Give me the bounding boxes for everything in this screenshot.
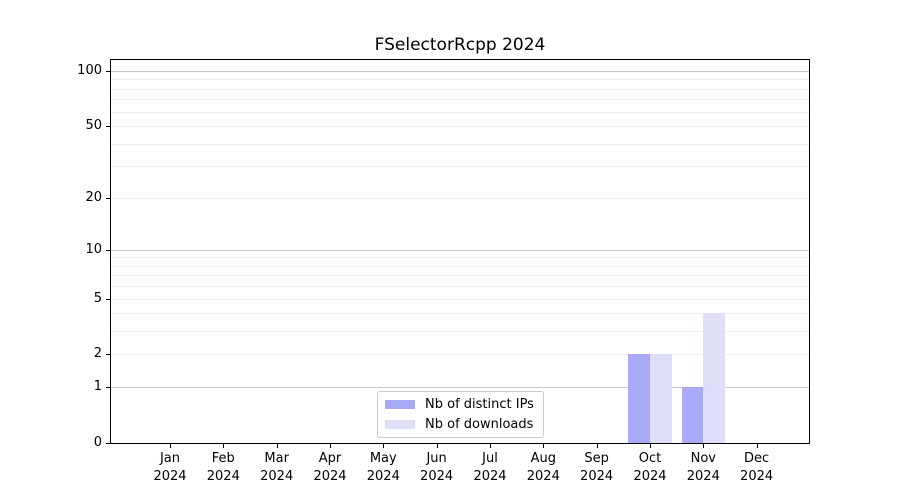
x-tick-label-oct: Oct 2024 [633, 451, 667, 484]
x-tick-label-jul: Jul 2024 [473, 451, 507, 484]
x-tick-label-sep: Sep 2024 [580, 451, 614, 484]
y-tick-label: 10 [85, 241, 102, 257]
y-tick-label: 50 [85, 117, 102, 133]
legend-swatch-distinct-ips-icon [385, 400, 415, 409]
chart-title: FSelectorRcpp 2024 [374, 35, 546, 55]
x-tick-mark [276, 444, 278, 448]
y-tick-mark [106, 387, 110, 389]
major-gridline [111, 249, 809, 251]
y-tick-label: 5 [93, 290, 102, 306]
legend: Nb of distinct IPs Nb of downloads [377, 391, 544, 438]
y-tick-label: 100 [77, 62, 102, 78]
x-tick-label-dec: Dec 2024 [740, 451, 774, 484]
y-tick-mark [106, 70, 110, 72]
x-tick-mark [596, 444, 598, 448]
x-tick-mark [650, 444, 651, 448]
x-tick-mark [383, 444, 385, 448]
y-tick-label: 0 [93, 435, 102, 450]
minor-gridline [111, 354, 809, 356]
y-tick-mark [106, 443, 110, 444]
x-tick-label-jan: Jan 2024 [153, 451, 187, 484]
minor-gridline [111, 99, 809, 101]
bar-distinct-ips-nov [681, 387, 704, 443]
plot-area: Nb of distinct IPs Nb of downloads [110, 59, 810, 444]
major-gridline [111, 70, 809, 72]
y-tick-label: 1 [93, 379, 102, 395]
x-tick-label-mar: Mar 2024 [260, 451, 294, 484]
x-tick-label-jun: Jun 2024 [420, 451, 454, 484]
legend-label-downloads: Nb of downloads [425, 417, 534, 432]
minor-gridline [111, 197, 809, 199]
bar-downloads-oct [650, 354, 672, 443]
x-tick-mark [436, 444, 438, 448]
y-tick-label: 20 [85, 189, 102, 205]
bar-downloads-nov [703, 313, 725, 443]
x-tick-mark [703, 444, 705, 448]
minor-gridline [111, 111, 809, 113]
minor-gridline [111, 275, 809, 277]
x-tick-mark [543, 444, 545, 448]
minor-gridline [111, 313, 809, 315]
y-tick-mark [106, 298, 110, 300]
legend-row-distinct-ips: Nb of distinct IPs [385, 396, 536, 413]
x-tick-mark [223, 444, 225, 448]
major-gridline [111, 387, 809, 389]
minor-gridline [111, 298, 809, 300]
x-tick-label-nov: Nov 2024 [686, 451, 720, 484]
minor-gridline [111, 79, 809, 81]
x-tick-label-feb: Feb 2024 [206, 451, 240, 484]
x-tick-mark [756, 444, 758, 448]
minor-gridline [111, 265, 809, 267]
minor-gridline [111, 143, 809, 145]
legend-label-distinct-ips: Nb of distinct IPs [425, 397, 534, 412]
x-tick-mark [490, 444, 491, 448]
minor-gridline [111, 286, 809, 288]
minor-gridline [111, 88, 809, 90]
x-tick-label-apr: Apr 2024 [313, 451, 347, 484]
y-tick-mark [106, 249, 110, 251]
y-tick-mark [106, 354, 110, 356]
bar-distinct-ips-oct [628, 354, 650, 443]
minor-gridline [111, 166, 809, 168]
minor-gridline [111, 257, 809, 259]
x-tick-mark [330, 444, 331, 448]
legend-swatch-downloads-icon [385, 420, 415, 429]
minor-gridline [111, 331, 809, 333]
y-tick-mark [106, 197, 110, 199]
legend-row-downloads: Nb of downloads [385, 416, 536, 433]
x-tick-mark [170, 444, 171, 448]
minor-gridline [111, 125, 809, 127]
y-tick-mark [106, 125, 110, 127]
x-tick-label-aug: Aug 2024 [526, 451, 560, 484]
y-tick-label: 2 [93, 346, 102, 362]
x-tick-label-may: May 2024 [366, 451, 400, 484]
